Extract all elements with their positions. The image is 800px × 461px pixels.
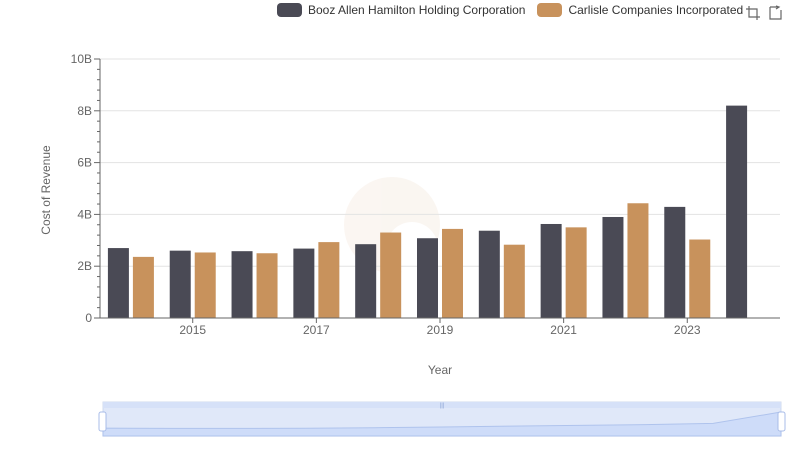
zoom-reset-icon[interactable] [767, 5, 783, 21]
x-tick-label: 2017 [303, 323, 330, 337]
bar-booz-allen-2018[interactable] [355, 244, 377, 318]
data-zoom-top-bar[interactable] [103, 402, 781, 408]
bar-carlisle-2017[interactable] [318, 242, 340, 318]
bar-booz-allen-2017[interactable] [293, 248, 315, 318]
bar-booz-allen-2024[interactable] [726, 105, 748, 319]
legend-item-booz-allen[interactable]: Booz Allen Hamilton Holding Corporation [277, 3, 525, 17]
bar-carlisle-2018[interactable] [380, 232, 402, 318]
y-axis-title: Cost of Revenue [39, 145, 53, 235]
data-zoom-handle-left[interactable] [98, 411, 107, 432]
bar-booz-allen-2016[interactable] [231, 251, 253, 318]
x-tick-label: 2023 [674, 323, 701, 337]
bar-booz-allen-2019[interactable] [417, 238, 438, 318]
legend-label-carlisle: Carlisle Companies Incorporated [568, 3, 744, 17]
bar-carlisle-2016[interactable] [256, 253, 278, 318]
x-tick-label: 2019 [427, 323, 454, 337]
legend-label-booz-allen: Booz Allen Hamilton Holding Corporation [308, 3, 526, 17]
x-tick-label: 2021 [550, 323, 577, 337]
legend-item-carlisle[interactable]: Carlisle Companies Incorporated [537, 3, 743, 17]
data-zoom-preview [102, 411, 782, 437]
bar-booz-allen-2015[interactable] [169, 250, 191, 318]
bar-carlisle-2022[interactable] [627, 203, 649, 318]
bar-booz-allen-2021[interactable] [540, 223, 562, 318]
y-tick-label: 10B [71, 52, 92, 66]
bar-carlisle-2019[interactable] [442, 228, 463, 318]
bar-carlisle-2015[interactable] [194, 252, 216, 318]
y-tick-label: 4B [77, 207, 92, 221]
y-tick-label: 0 [85, 311, 92, 325]
bar-carlisle-2020[interactable] [503, 244, 525, 318]
bar-booz-allen-2023[interactable] [664, 206, 686, 318]
data-zoom-grip-icon[interactable]: ||| [440, 403, 445, 409]
bar-booz-allen-2014[interactable] [107, 248, 129, 318]
y-tick-label: 8B [77, 104, 92, 118]
x-axis-title: Year [428, 363, 452, 377]
y-tick-label: 2B [77, 259, 92, 273]
bar-carlisle-2023[interactable] [689, 239, 711, 318]
data-zoom-slider[interactable]: ||| [98, 401, 786, 437]
legend-swatch-booz-allen [277, 3, 302, 17]
data-zoom-handle-right[interactable] [777, 411, 786, 432]
chart-toolbox [745, 5, 783, 21]
bar-carlisle-2021[interactable] [565, 227, 587, 318]
bar-booz-allen-2020[interactable] [478, 230, 500, 318]
y-tick-label: 6B [77, 156, 92, 170]
x-tick-label: 2015 [179, 323, 206, 337]
bar-carlisle-2014[interactable] [132, 256, 154, 318]
zoom-icon[interactable] [745, 5, 761, 21]
legend-swatch-carlisle [537, 3, 563, 17]
chart-legend: Booz Allen Hamilton Holding Corporation … [277, 3, 755, 17]
bar-booz-allen-2022[interactable] [602, 216, 624, 318]
